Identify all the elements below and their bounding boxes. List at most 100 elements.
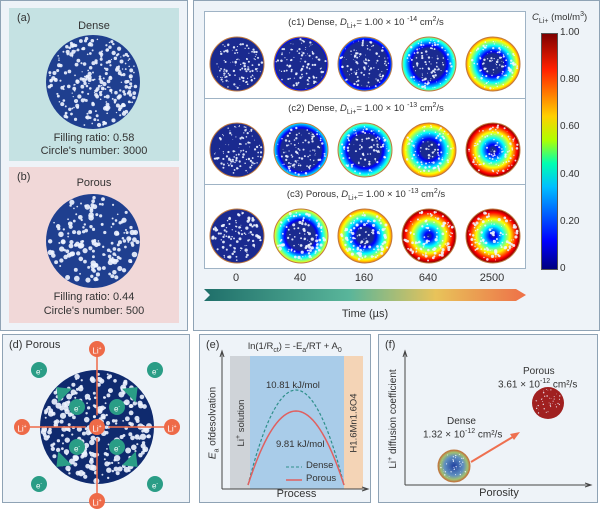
snapshot-160 bbox=[338, 209, 392, 263]
dense-title: Dense bbox=[447, 416, 476, 427]
porous-value-exp: -12 bbox=[540, 378, 550, 385]
row-snapshots bbox=[205, 184, 527, 270]
snapshot-40 bbox=[274, 37, 328, 91]
panel-b-filling-ratio: Filling ratio: 0.44 bbox=[9, 291, 179, 303]
dense-value: 1.32 × 10-12 cm²/s bbox=[423, 428, 502, 440]
panel-a-filling-ratio: Filling ratio: 0.58 bbox=[9, 132, 179, 144]
time-label: 160 bbox=[339, 272, 389, 284]
li-ion-sup: + bbox=[99, 498, 102, 504]
electron-inner-sup: - bbox=[78, 444, 80, 450]
li-ion: Li+ bbox=[14, 419, 30, 435]
panel-a: (a) Dense Filling ratio: 0.58 Circle's n… bbox=[9, 8, 179, 161]
electron-inner: e- bbox=[109, 439, 125, 455]
dense-value-exp: -12 bbox=[465, 428, 475, 435]
colorbar-tick: 0.20 bbox=[560, 216, 579, 227]
li-ion-center: Li+ bbox=[89, 419, 105, 435]
legend-dense: Dense bbox=[306, 460, 333, 471]
electron: e- bbox=[31, 362, 47, 378]
li-ion-sup: + bbox=[99, 346, 102, 352]
panel-ab: (a) Dense Filling ratio: 0.58 Circle's n… bbox=[0, 0, 188, 331]
axis-arrows bbox=[220, 351, 368, 491]
dense-particle bbox=[438, 450, 470, 482]
panel-e: (e) ln(1/Rct) = -Ea/RT + A0 Li+ solution… bbox=[199, 334, 371, 503]
snapshot-640 bbox=[402, 37, 456, 91]
electron: e- bbox=[147, 476, 163, 492]
colorbar-title-unit: (mol/m bbox=[551, 12, 580, 23]
colorbar-tick: 0.60 bbox=[560, 121, 579, 132]
y-axis-label: Li+ diffusion coefficient bbox=[387, 369, 399, 468]
panel-c: (c1) Dense, DLi+= 1.00 × 10 -14 cm2/s(c2… bbox=[193, 0, 600, 331]
electron-sup: - bbox=[156, 367, 158, 373]
snapshot-640 bbox=[402, 123, 456, 177]
snapshot-0 bbox=[210, 37, 264, 91]
li-ion-sup: + bbox=[174, 424, 177, 430]
li-ion-center-sup: + bbox=[99, 424, 102, 430]
porous-title: Porous bbox=[523, 366, 555, 377]
ylabel-rest: diffusion coefficient bbox=[388, 369, 399, 456]
colorbar bbox=[541, 33, 558, 270]
colorbar-title-close: ) bbox=[584, 12, 587, 23]
energy-plot bbox=[200, 335, 372, 504]
li-ion: Li+ bbox=[164, 419, 180, 435]
time-label: 640 bbox=[403, 272, 453, 284]
electron: e- bbox=[147, 362, 163, 378]
porous-value: 9.81 kJ/mol bbox=[276, 439, 325, 450]
electron-sup: - bbox=[40, 481, 42, 487]
time-label: 0 bbox=[211, 272, 261, 284]
dense-particle bbox=[46, 35, 140, 129]
time-axis-label: Time (µs) bbox=[204, 308, 526, 320]
time-arrow bbox=[204, 288, 529, 302]
electron-inner-sup: - bbox=[118, 404, 120, 410]
snapshot-0 bbox=[210, 209, 264, 263]
simulation-grid: (c1) Dense, DLi+= 1.00 × 10 -14 cm2/s(c2… bbox=[204, 11, 526, 269]
electron-inner: e- bbox=[109, 399, 125, 415]
colorbar-tick: 0.40 bbox=[560, 169, 579, 180]
porous-value-base: 3.61 × 10 bbox=[498, 379, 540, 390]
colorbar-title: CLi+ (mol/m3) bbox=[532, 11, 587, 25]
panel-b: (b) Porous Filling ratio: 0.44 Circle's … bbox=[9, 167, 179, 323]
colorbar-title-symbol: C bbox=[532, 12, 539, 23]
ylabel-sup: + bbox=[387, 457, 394, 461]
li-ion: Li+ bbox=[89, 493, 105, 509]
panel-b-title: Porous bbox=[9, 177, 179, 189]
snapshot-640 bbox=[402, 209, 456, 263]
colorbar-tick: 0 bbox=[560, 263, 566, 274]
porous-particle bbox=[46, 194, 140, 288]
legend-porous: Porous bbox=[306, 473, 336, 484]
li-ion: Li+ bbox=[89, 341, 105, 357]
ylabel-text: Li bbox=[388, 461, 399, 469]
snapshot-160 bbox=[338, 123, 392, 177]
axes bbox=[222, 353, 368, 489]
electron-sup: - bbox=[156, 481, 158, 487]
snapshot-2500 bbox=[466, 209, 520, 263]
row-snapshots bbox=[205, 12, 527, 98]
electron-inner: e- bbox=[69, 399, 85, 415]
colorbar-tick: 1.00 bbox=[560, 27, 579, 38]
pores bbox=[46, 194, 140, 288]
electron-sup: - bbox=[40, 367, 42, 373]
axes bbox=[403, 351, 591, 487]
electron-inner-sup: - bbox=[78, 404, 80, 410]
snapshot-40 bbox=[274, 123, 328, 177]
electron-inner: e- bbox=[69, 439, 85, 455]
snapshot-160 bbox=[338, 37, 392, 91]
porous-particle bbox=[532, 387, 564, 419]
colorbar-tick: 0.80 bbox=[560, 74, 579, 85]
panel-b-circle-number: Circle's number: 500 bbox=[9, 305, 179, 317]
y-axis-label: Ea ofdesolvation bbox=[208, 387, 221, 459]
ylabel-sub: a bbox=[214, 449, 221, 453]
ylabel-rest: ofdesolvation bbox=[208, 387, 219, 449]
snapshot-2500 bbox=[466, 37, 520, 91]
time-label: 2500 bbox=[467, 272, 517, 284]
dense-value: 10.81 kJ/mol bbox=[266, 380, 320, 391]
pores bbox=[46, 35, 140, 129]
row-snapshots bbox=[205, 98, 527, 184]
diffusion-plot bbox=[379, 335, 599, 504]
electron: e- bbox=[31, 476, 47, 492]
panel-d: (d) Porous Li+Li+Li+Li+Li+e-e-e-e-e-e-e-… bbox=[2, 334, 190, 503]
dense-value-base: 1.32 × 10 bbox=[423, 429, 465, 440]
ylabel-sym: E bbox=[208, 452, 219, 459]
time-label: 40 bbox=[275, 272, 325, 284]
electron-inner-sup: - bbox=[118, 444, 120, 450]
snapshot-0 bbox=[210, 123, 264, 177]
